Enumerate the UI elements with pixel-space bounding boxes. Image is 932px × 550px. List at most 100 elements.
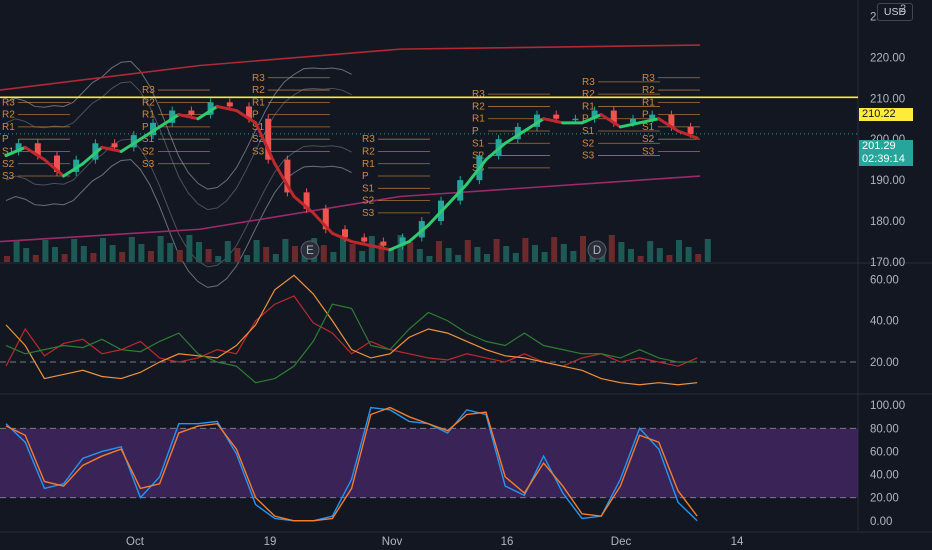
stochastic-panel[interactable] (0, 406, 858, 522)
volume-bar (608, 235, 615, 262)
volume-bar (282, 239, 289, 262)
candle-body (687, 126, 694, 134)
moving-average-segment (522, 117, 546, 133)
moving-average-segment (503, 129, 526, 145)
candle-body (188, 110, 195, 115)
volume-bar (676, 240, 682, 262)
volume-bar (580, 236, 586, 262)
countdown-badge: 02:39:14 (859, 153, 913, 166)
top-scale-value: 2 (900, 3, 907, 15)
pivot-label: S2 (2, 159, 15, 170)
oscillator-series-line (5, 303, 698, 384)
candle-body (226, 102, 233, 107)
candle-body (514, 126, 521, 140)
candle-body (15, 143, 22, 152)
pivot-label: S1 (362, 183, 375, 194)
volume-bar (474, 247, 481, 262)
price-candles[interactable] (15, 98, 694, 250)
currency-button[interactable]: USD (877, 3, 913, 21)
candle-body (534, 114, 540, 127)
volume-bar (426, 256, 433, 262)
volume-bar (52, 247, 58, 262)
volume-bar (551, 237, 558, 262)
volume-bars (4, 235, 711, 262)
time-tick-label: 14 (731, 536, 744, 548)
pivot-label: S2 (252, 134, 265, 145)
moving-average-segment (676, 129, 699, 140)
candle-body (610, 110, 617, 123)
volume-bar (666, 255, 673, 262)
oscillator-series-line (5, 274, 698, 386)
volume-bar (464, 240, 471, 262)
pivot-label: S2 (362, 196, 375, 207)
moving-average-segment (618, 121, 642, 129)
volume-bar (42, 240, 49, 262)
pivot-label: S1 (582, 126, 595, 137)
moving-average-segment (446, 182, 469, 207)
volume-bar (109, 245, 116, 262)
candle-body (591, 110, 598, 119)
volume-bar (253, 240, 260, 262)
candle-body (207, 102, 214, 115)
volume-bar (656, 248, 663, 262)
stochastic-tick-label: 20.00 (870, 493, 899, 505)
volume-bar (32, 255, 39, 262)
price-tick-label: 220.00 (870, 52, 905, 64)
candle-body (130, 135, 137, 148)
candle-body (361, 237, 368, 242)
price-tick-label: 180.00 (870, 216, 905, 228)
pivot-label: R2 (252, 85, 265, 96)
volume-bar (532, 245, 538, 262)
candle-body (54, 155, 60, 172)
candle-body (34, 143, 41, 156)
pivot-label: S3 (2, 171, 15, 182)
volume-bar (71, 239, 78, 262)
candle-body (399, 237, 406, 246)
moving-average-segment (138, 125, 162, 141)
stochastic-series-line (5, 406, 698, 522)
moving-average-segment (81, 145, 104, 166)
pivot-label: P (362, 171, 369, 182)
moving-average-segment (4, 145, 27, 158)
pivot-label: R1 (472, 114, 485, 125)
volume-bar (416, 249, 423, 262)
moving-average-segment (484, 141, 507, 162)
volume-bar (637, 256, 644, 262)
stochastic-series-line (5, 406, 698, 522)
volume-bar (388, 250, 394, 262)
moving-average-segment (100, 145, 123, 153)
time-tick-label: Dec (611, 536, 632, 548)
moving-average-segment (42, 158, 66, 178)
volume-bar (445, 248, 452, 262)
volume-bar (176, 250, 183, 262)
volume-bar (100, 238, 106, 262)
candle-body (322, 208, 329, 230)
event-marker (300, 240, 320, 260)
pivot-label: S1 (642, 122, 655, 133)
pivot-label: S1 (2, 146, 15, 157)
candle-body (380, 241, 387, 246)
oscillator-panel[interactable] (0, 274, 858, 386)
pivot-label: R2 (142, 97, 155, 108)
pivot-label: R3 (362, 134, 375, 145)
moving-average-segment (62, 162, 85, 178)
candle-body (342, 229, 348, 238)
volume-bar (148, 251, 154, 262)
volume-bar (196, 242, 202, 262)
pivot-label: S3 (252, 146, 265, 157)
moving-average-segment (330, 231, 354, 244)
pivot-label: R2 (472, 101, 485, 112)
time-tick-label: 19 (264, 536, 277, 548)
moving-average-segment (254, 121, 277, 166)
volume-bar (224, 241, 231, 262)
candle-body (303, 192, 310, 209)
volume-bar (128, 237, 135, 262)
pivot-label: R3 (2, 97, 15, 108)
candle-body (73, 159, 80, 172)
stochastic-tick-label: 60.00 (870, 446, 899, 458)
moving-average-segment (196, 104, 219, 121)
pivot-label: P (2, 134, 9, 145)
moving-average-segment (407, 223, 430, 244)
candle-body (668, 114, 675, 127)
